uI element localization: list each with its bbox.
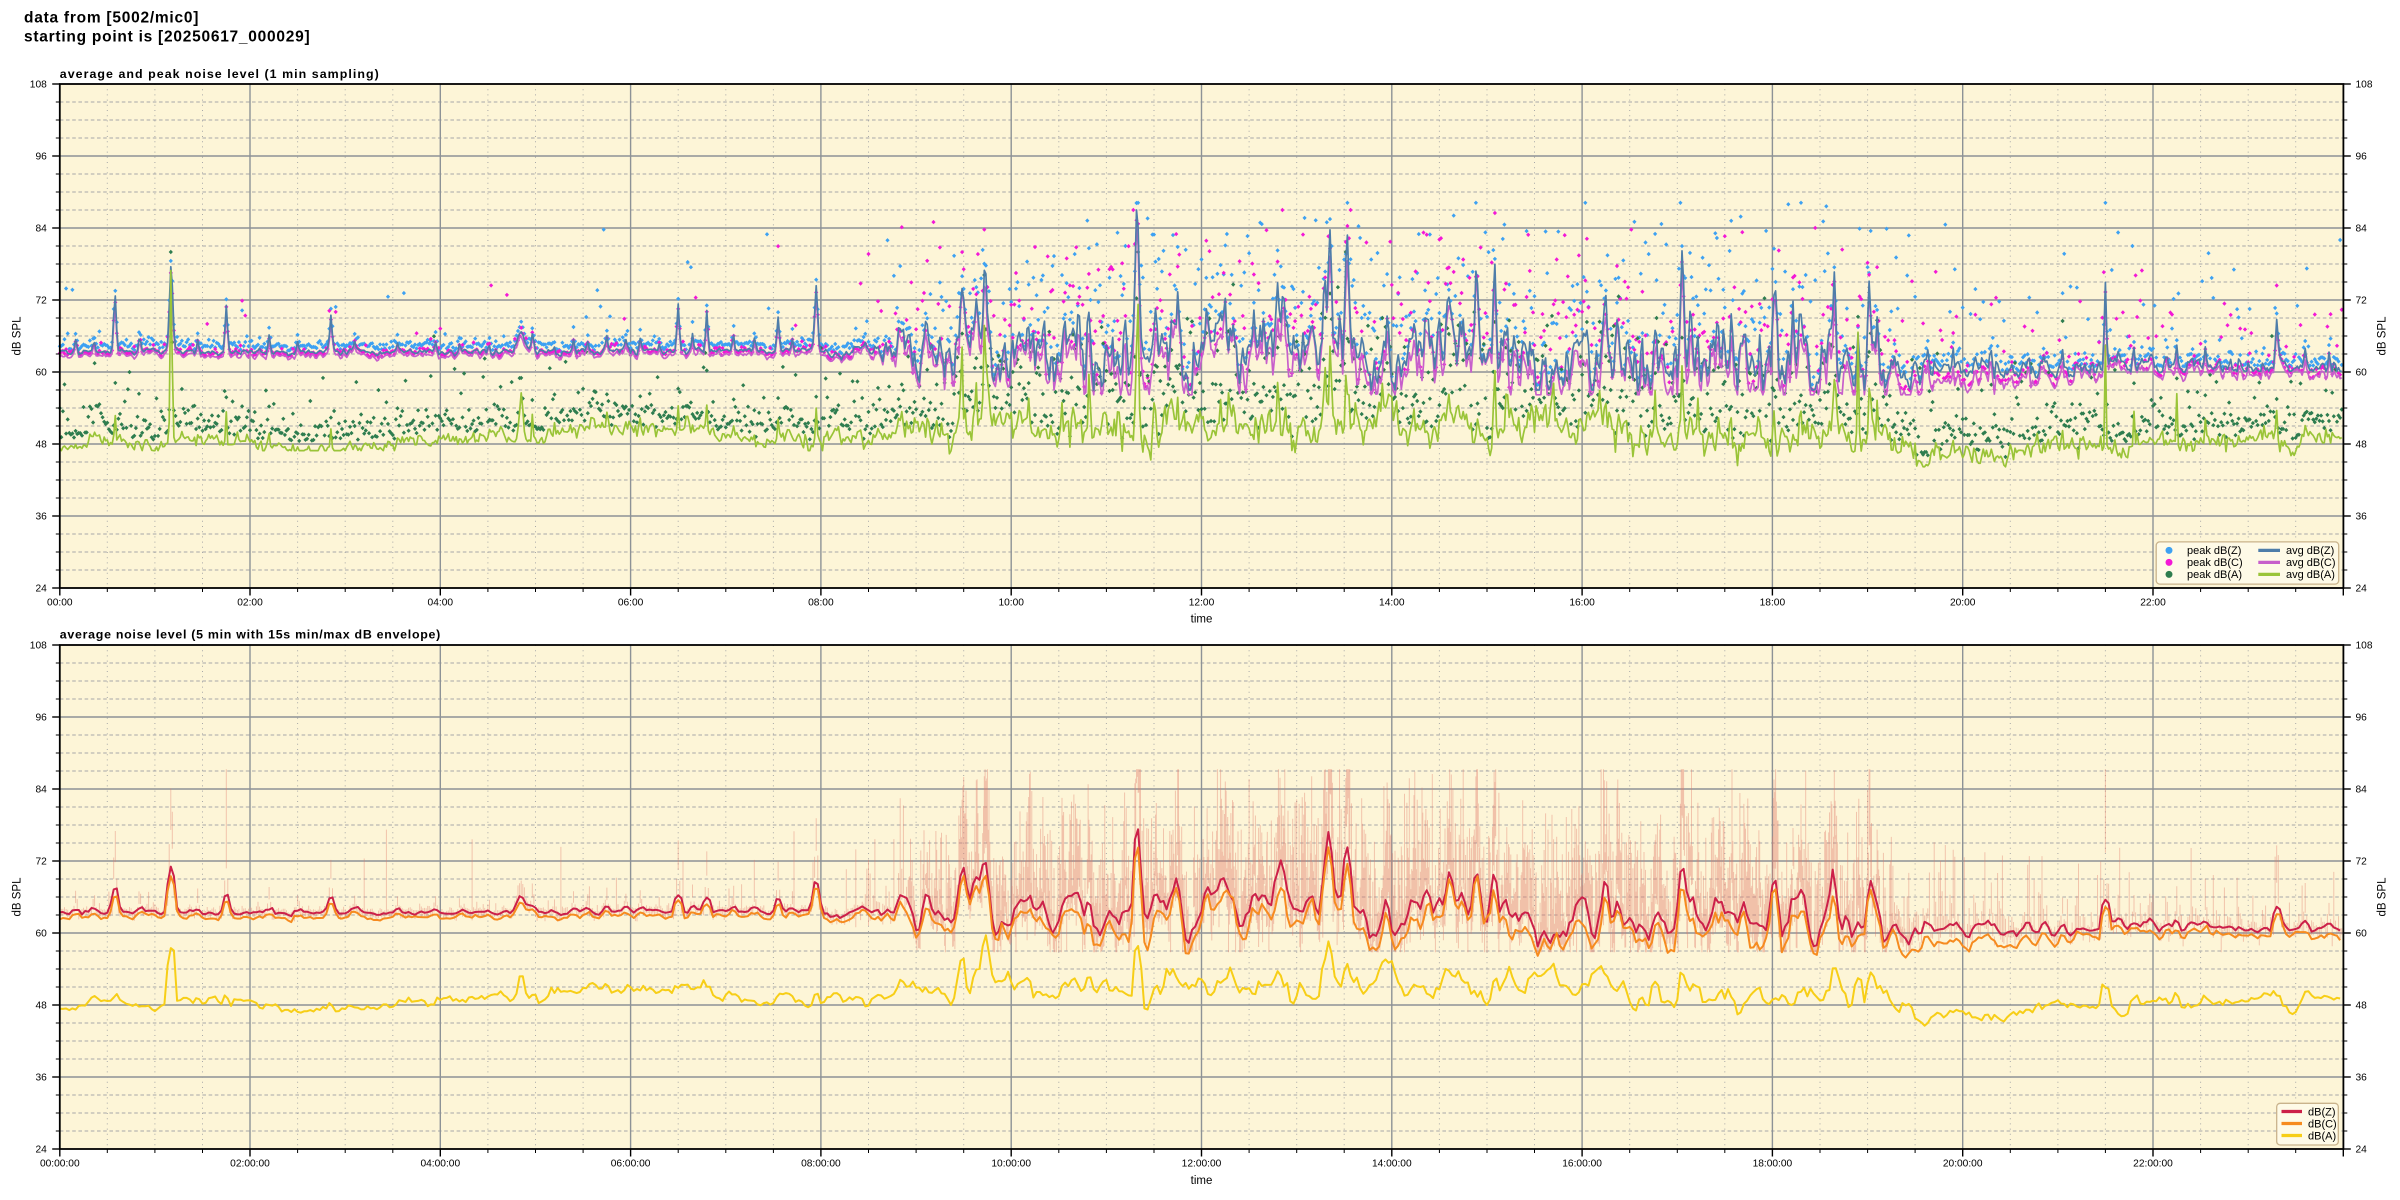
svg-text:00:00:00: 00:00:00: [40, 1159, 80, 1170]
svg-text:time: time: [1191, 1175, 1213, 1187]
svg-text:108: 108: [2356, 80, 2373, 91]
svg-text:48: 48: [2356, 440, 2368, 451]
svg-text:24: 24: [2356, 584, 2368, 595]
svg-text:16:00: 16:00: [1569, 598, 1595, 609]
svg-text:24: 24: [2356, 1145, 2368, 1156]
svg-text:72: 72: [35, 296, 47, 307]
svg-text:avg dB(Z): avg dB(Z): [2286, 545, 2334, 557]
svg-text:72: 72: [35, 857, 47, 868]
svg-text:06:00:00: 06:00:00: [611, 1159, 651, 1170]
svg-text:20:00: 20:00: [1950, 598, 1976, 609]
svg-text:108: 108: [30, 641, 47, 652]
svg-text:peak dB(A): peak dB(A): [2187, 569, 2242, 581]
svg-text:96: 96: [2356, 713, 2368, 724]
svg-text:108: 108: [30, 80, 47, 91]
svg-text:14:00: 14:00: [1379, 598, 1405, 609]
svg-text:08:00: 08:00: [808, 598, 834, 609]
svg-text:108: 108: [2356, 641, 2373, 652]
svg-text:22:00: 22:00: [2140, 598, 2166, 609]
svg-text:60: 60: [35, 368, 47, 379]
svg-text:10:00:00: 10:00:00: [991, 1159, 1031, 1170]
svg-text:peak dB(C): peak dB(C): [2187, 557, 2243, 569]
svg-text:60: 60: [2356, 929, 2368, 940]
svg-text:24: 24: [35, 1145, 47, 1156]
svg-text:peak dB(Z): peak dB(Z): [2187, 545, 2241, 557]
svg-text:average noise level (5 min wit: average noise level (5 min with 15s min/…: [60, 628, 441, 642]
svg-text:72: 72: [2356, 857, 2368, 868]
svg-text:04:00: 04:00: [428, 598, 454, 609]
svg-text:18:00: 18:00: [1760, 598, 1786, 609]
svg-text:48: 48: [35, 1001, 47, 1012]
svg-text:average and peak noise level (: average and peak noise level (1 min samp…: [60, 67, 380, 81]
svg-text:06:00: 06:00: [618, 598, 644, 609]
svg-text:48: 48: [2356, 1001, 2368, 1012]
svg-text:dB SPL: dB SPL: [2377, 877, 2389, 917]
svg-text:36: 36: [35, 512, 47, 523]
svg-text:48: 48: [35, 440, 47, 451]
svg-text:84: 84: [2356, 785, 2368, 796]
svg-text:dB SPL: dB SPL: [2377, 316, 2389, 356]
svg-text:96: 96: [35, 713, 47, 724]
svg-text:12:00:00: 12:00:00: [1182, 1159, 1222, 1170]
svg-text:14:00:00: 14:00:00: [1372, 1159, 1412, 1170]
svg-text:dB(Z): dB(Z): [2308, 1106, 2336, 1118]
svg-text:22:00:00: 22:00:00: [2133, 1159, 2173, 1170]
svg-text:00:00: 00:00: [47, 598, 73, 609]
svg-text:96: 96: [2356, 152, 2368, 163]
svg-text:dB SPL: dB SPL: [11, 877, 23, 917]
svg-text:12:00: 12:00: [1189, 598, 1215, 609]
svg-text:18:00:00: 18:00:00: [1753, 1159, 1793, 1170]
svg-text:02:00:00: 02:00:00: [230, 1159, 270, 1170]
svg-text:60: 60: [2356, 368, 2368, 379]
svg-text:avg dB(A): avg dB(A): [2286, 569, 2335, 581]
svg-text:36: 36: [2356, 1073, 2368, 1084]
svg-text:dB SPL: dB SPL: [11, 316, 23, 356]
svg-text:time: time: [1191, 614, 1213, 626]
svg-text:02:00: 02:00: [237, 598, 263, 609]
svg-text:84: 84: [35, 224, 47, 235]
svg-text:84: 84: [2356, 224, 2368, 235]
svg-text:avg dB(C): avg dB(C): [2286, 557, 2336, 569]
svg-text:24: 24: [35, 584, 47, 595]
svg-text:08:00:00: 08:00:00: [801, 1159, 841, 1170]
svg-text:72: 72: [2356, 296, 2368, 307]
svg-text:16:00:00: 16:00:00: [1562, 1159, 1602, 1170]
svg-text:10:00: 10:00: [998, 598, 1024, 609]
svg-text:36: 36: [35, 1073, 47, 1084]
svg-text:20:00:00: 20:00:00: [1943, 1159, 1983, 1170]
svg-text:84: 84: [35, 785, 47, 796]
svg-text:96: 96: [35, 152, 47, 163]
svg-text:60: 60: [35, 929, 47, 940]
svg-text:data from [5002/mic0]: data from [5002/mic0]: [24, 10, 199, 27]
svg-text:starting point is [20250617_00: starting point is [20250617_000029]: [24, 29, 310, 46]
svg-text:36: 36: [2356, 512, 2368, 523]
svg-text:dB(A): dB(A): [2308, 1130, 2336, 1142]
svg-text:04:00:00: 04:00:00: [420, 1159, 460, 1170]
svg-text:dB(C): dB(C): [2308, 1118, 2337, 1130]
